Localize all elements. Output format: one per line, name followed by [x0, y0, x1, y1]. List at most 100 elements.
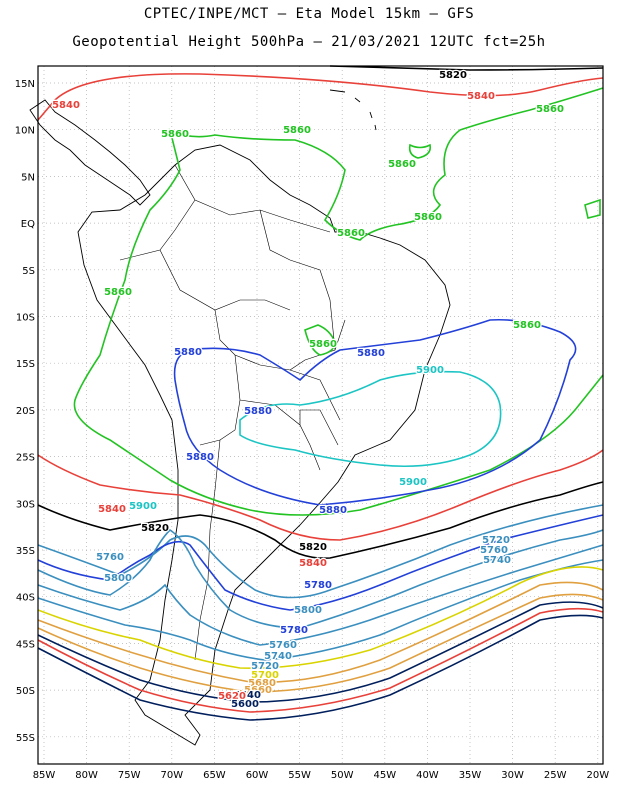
- contour-label: 5740: [483, 555, 511, 566]
- lat-tick-label: EQ: [21, 219, 35, 230]
- lon-tick-label: 60W: [246, 770, 269, 781]
- contour-label: 5780: [304, 580, 332, 591]
- contour-5620: [37, 607, 604, 713]
- contour-5860-blob: [304, 324, 336, 356]
- contour-5740: [37, 544, 604, 646]
- contour-5660: [37, 593, 604, 693]
- contour-label: 5680: [248, 678, 276, 689]
- lon-tick-label: 80W: [75, 770, 98, 781]
- contour-label: 5860: [161, 129, 189, 140]
- contour-label: 5740: [264, 651, 292, 662]
- contour-label: 5880: [244, 406, 272, 417]
- lat-tick-label: 15N: [15, 79, 35, 90]
- lat-tick-label: 45S: [16, 639, 35, 650]
- lat-tick-label: 15S: [16, 359, 35, 370]
- lon-tick-label: 25W: [544, 770, 567, 781]
- contour-5680: [37, 581, 604, 684]
- contour-label: 5800: [294, 605, 322, 616]
- contour-5820-north: [329, 65, 604, 71]
- contour-5880: [173, 318, 577, 506]
- caribbean-islands: [329, 89, 377, 131]
- contour-5640: [37, 601, 604, 703]
- lon-tick-label: 20W: [586, 770, 609, 781]
- lat-tick-label: 40S: [16, 593, 35, 604]
- lon-tick-label: 85W: [33, 770, 56, 781]
- contour-label: 5860: [337, 228, 365, 239]
- contour-label: 5820: [299, 542, 327, 553]
- contour-5800: [37, 504, 604, 599]
- contour-label: 5760: [269, 640, 297, 651]
- lon-tick-label: 30W: [501, 770, 524, 781]
- lon-tick-label: 40W: [416, 770, 439, 781]
- contour-label: 5860: [388, 159, 416, 170]
- contour-5600: [37, 614, 604, 721]
- contour-label: 5780: [280, 625, 308, 636]
- lat-lon-grid: [38, 66, 603, 764]
- lon-tick-label: 55W: [288, 770, 311, 781]
- lon-tick-label: 65W: [203, 770, 226, 781]
- contour-5820-south: [37, 481, 604, 559]
- contour-label: 5900: [129, 501, 157, 512]
- contour-label: 5760: [480, 545, 508, 556]
- contour-5700: [37, 566, 604, 669]
- contour-label: 5900: [399, 477, 427, 488]
- contour-label: 5820: [141, 523, 169, 534]
- contour-5720: [37, 559, 604, 661]
- contour-label: 5860: [414, 212, 442, 223]
- lat-tick-label: 5S: [22, 266, 35, 277]
- lon-tick-label: 75W: [118, 770, 141, 781]
- map-title: CPTEC/INPE/MCT – Eta Model 15km – GFS: [143, 6, 475, 22]
- contour-label: 5620: [218, 691, 246, 702]
- contour-label: 5880: [174, 347, 202, 358]
- contour-label: 5840: [52, 100, 80, 111]
- lat-tick-label: 25S: [16, 453, 35, 464]
- contour-5780: [37, 514, 604, 611]
- south-america-land: [77, 144, 451, 746]
- lat-tick-label: 35S: [16, 546, 35, 557]
- contour-label: 5860: [104, 287, 132, 298]
- contour-label: 5760: [96, 552, 124, 563]
- lat-tick-label: 5N: [21, 172, 35, 183]
- contour-label: 5800: [104, 573, 132, 584]
- contour-label: 5860: [513, 320, 541, 331]
- axis-ticks: 15N 10N 5N EQ 5S 10S 15S 20S 25S 30S 35S 40S 45S 50S 5…: [15, 79, 609, 781]
- contour-label: 5600: [231, 699, 259, 710]
- lon-tick-label: 45W: [373, 770, 396, 781]
- contour-label: 5720: [482, 535, 510, 546]
- contour-label: 5880: [319, 505, 347, 516]
- lat-tick-label: 20S: [16, 406, 35, 417]
- contour-label: 5860: [283, 125, 311, 136]
- contour-5860-main: [73, 87, 604, 516]
- lon-tick-label: 50W: [331, 770, 354, 781]
- lat-tick-label: 50S: [16, 686, 35, 697]
- lon-tick-label: 70W: [160, 770, 183, 781]
- contour-label: 5820: [439, 70, 467, 81]
- map-subtitle: Geopotential Height 500hPa – 21/03/2021 …: [72, 34, 546, 50]
- contour-label: 5840: [467, 91, 495, 102]
- contour-label: 5880: [357, 348, 385, 359]
- contour-label: 5640: [233, 690, 261, 701]
- contour-5860-island: [408, 143, 432, 159]
- lat-tick-label: 30S: [16, 499, 35, 510]
- height-contours: [37, 65, 604, 721]
- contour-label: 5860: [309, 339, 337, 350]
- contour-5840-north: [37, 73, 604, 121]
- central-america-land: [29, 99, 151, 206]
- contour-label: 5660: [244, 685, 272, 696]
- contour-label: 5700: [251, 670, 279, 681]
- lat-tick-label: 55S: [16, 733, 35, 744]
- contour-5840-south: [37, 449, 604, 541]
- contour-label: 5840: [98, 504, 126, 515]
- contour-label: 5720: [251, 661, 279, 672]
- map-frame: [37, 65, 604, 765]
- lat-tick-label: 10N: [15, 126, 35, 137]
- lon-tick-label: 35W: [459, 770, 482, 781]
- coastline: [29, 89, 451, 746]
- contour-5860-east: [584, 198, 601, 219]
- contour-5760: [37, 528, 604, 629]
- lat-tick-label: 10S: [16, 313, 35, 324]
- contour-label: 5880: [186, 452, 214, 463]
- contour-5900: [239, 370, 502, 468]
